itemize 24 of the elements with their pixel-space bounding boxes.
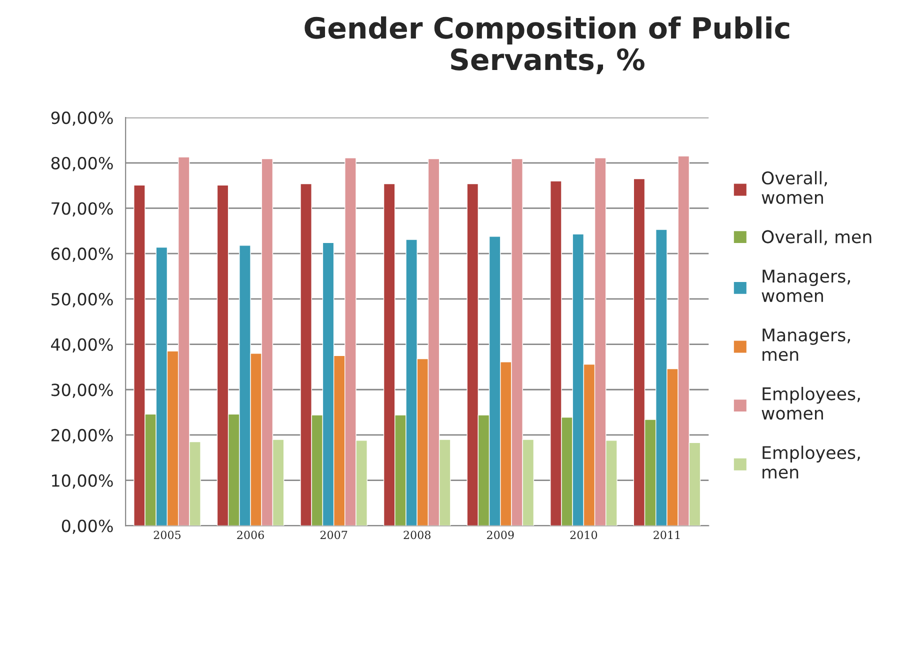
- y-tick-label: 30,00%: [51, 384, 113, 398]
- y-tick-label: 50,00%: [52, 292, 113, 308]
- x-tick-label: 2006: [237, 530, 264, 540]
- legend-label: Employees, women: [762, 386, 860, 420]
- x-tick-label: 2007: [320, 530, 348, 540]
- x-tick-label: 2005: [154, 530, 181, 540]
- y-tick-label: 0,00%: [62, 520, 113, 534]
- x-tick-label: 2008: [404, 530, 430, 540]
- y-tick-label: 20,00%: [51, 428, 113, 444]
- x-tick-label: 2010: [570, 530, 598, 540]
- y-tick-label: 10,00%: [52, 474, 113, 489]
- legend-label: Overall, men: [762, 230, 872, 246]
- y-tick-label: 80,00%: [51, 156, 113, 172]
- legend-label: Managers, women: [762, 270, 850, 302]
- y-tick-label: 40,00%: [51, 338, 113, 353]
- x-tick-label: 2009: [487, 530, 514, 540]
- legend-label: Overall, women: [762, 171, 827, 204]
- legend-label: Employees, men: [762, 446, 860, 479]
- legend-label: Managers, men: [762, 328, 850, 361]
- x-tick-label: 2011: [654, 530, 680, 540]
- y-tick-label: 90,00%: [51, 112, 113, 126]
- y-tick-label: 70,00%: [52, 202, 113, 217]
- y-tick-label: 60,00%: [51, 248, 113, 262]
- chart-title: Gender Composition of Public Servants, %: [304, 16, 790, 74]
